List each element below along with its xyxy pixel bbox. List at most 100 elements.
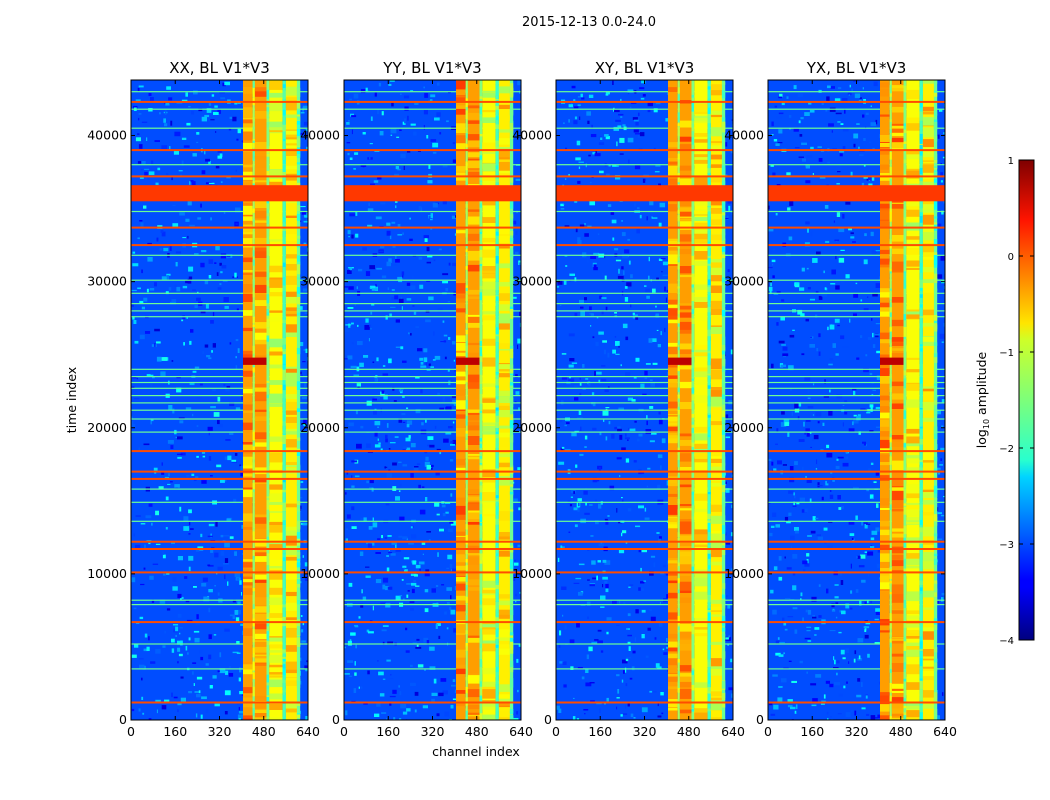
channel-band-texture	[721, 202, 726, 213]
heatmap-speckle	[379, 226, 384, 228]
heatmap-speckle	[405, 447, 411, 452]
channel-band-texture	[479, 438, 483, 442]
channel-band-texture	[266, 656, 270, 662]
heatmap-speckle	[831, 130, 833, 133]
heatmap-speckle	[213, 634, 217, 636]
heatmap-speckle	[217, 396, 221, 402]
heatmap-speckle	[351, 506, 355, 511]
channel-band-texture	[710, 177, 722, 183]
heatmap-speckle	[633, 377, 637, 379]
channel-band-texture	[269, 717, 283, 720]
heatmap-speckle	[414, 466, 419, 469]
heatmap-speckle	[519, 219, 521, 223]
channel-band-texture	[465, 534, 468, 545]
heatmap-speckle	[403, 165, 405, 170]
channel-band-texture	[495, 255, 499, 264]
heatmap-speckle	[238, 710, 244, 714]
channel-band-texture	[243, 718, 253, 720]
heatmap-speckle	[159, 112, 161, 115]
strong-time-band	[668, 357, 692, 365]
channel-band-texture	[691, 111, 695, 116]
channel-band-texture	[254, 574, 267, 580]
channel-band-texture	[296, 287, 301, 294]
channel-band-texture	[269, 569, 283, 580]
heatmap-speckle	[834, 659, 836, 665]
channel-band-texture	[482, 237, 496, 243]
channel-band-texture	[296, 703, 301, 706]
heatmap-speckle	[587, 120, 590, 124]
heatmap-speckle	[374, 421, 381, 426]
heatmap-speckle	[627, 613, 631, 617]
channel-band-texture	[266, 535, 270, 546]
faint-time-row	[556, 488, 733, 490]
heatmap-speckle	[158, 486, 164, 489]
heatmap-speckle	[214, 703, 220, 707]
heatmap-speckle	[172, 223, 179, 228]
heatmap-speckle	[587, 258, 589, 263]
channel-band-texture	[296, 116, 301, 121]
channel-band-texture	[498, 408, 510, 418]
channel-band-texture	[677, 142, 680, 149]
heatmap-speckle	[776, 116, 782, 119]
heatmap-speckle	[730, 149, 733, 154]
channel-band-texture	[285, 86, 297, 96]
channel-band-texture	[677, 340, 680, 345]
channel-band-texture	[285, 132, 297, 138]
heatmap-speckle	[627, 508, 632, 512]
heatmap-speckle	[200, 262, 205, 268]
heatmap-speckle	[852, 421, 854, 426]
heatmap-speckle	[869, 430, 874, 432]
heatmap-speckle	[241, 693, 243, 696]
channel-band-texture	[254, 210, 267, 219]
heatmap-speckle	[212, 675, 217, 679]
heatmap-speckle	[835, 616, 838, 619]
channel-band-texture	[243, 310, 253, 316]
channel-band-texture	[498, 235, 510, 244]
heatmap-speckle	[848, 94, 850, 96]
heatmap-speckle	[406, 583, 412, 585]
heatmap-speckle	[167, 440, 174, 444]
heatmap-speckle	[558, 645, 561, 648]
channel-band-texture	[498, 629, 510, 638]
heatmap-speckle	[643, 580, 646, 582]
heatmap-speckle	[163, 118, 166, 123]
channel-band-texture	[668, 517, 678, 523]
channel-band-texture	[269, 504, 283, 512]
heatmap-speckle	[775, 143, 780, 146]
channel-band-texture	[269, 544, 283, 549]
heatmap-speckle	[303, 220, 308, 223]
heatmap-speckle	[415, 409, 421, 414]
heatmap-speckle	[388, 83, 392, 86]
channel-band-texture	[707, 219, 711, 230]
heatmap-speckle	[730, 349, 733, 355]
heatmap-speckle	[660, 258, 666, 260]
hot-time-row	[556, 470, 733, 473]
heatmap-speckle	[147, 175, 150, 180]
heatmap-speckle	[189, 224, 195, 227]
heatmap-speckle	[155, 699, 161, 703]
faint-time-row	[556, 402, 733, 404]
heatmap-speckle	[648, 275, 650, 280]
channel-band-texture	[482, 117, 496, 121]
channel-band-texture	[710, 154, 722, 160]
heatmap-speckle	[380, 202, 386, 205]
faint-time-row	[556, 395, 733, 397]
channel-band-texture	[479, 115, 483, 121]
heatmap-speckle	[197, 291, 199, 294]
heatmap-speckle	[195, 713, 198, 718]
channel-band-texture	[498, 201, 510, 205]
channel-band-texture	[721, 680, 726, 689]
heatmap-speckle	[624, 437, 630, 440]
y-tick-label: 40000	[87, 128, 127, 143]
channel-band-texture	[282, 216, 286, 222]
heatmap-speckle	[426, 531, 431, 533]
heatmap-speckle	[397, 224, 401, 228]
heatmap-speckle	[173, 150, 179, 155]
heatmap-speckle	[402, 395, 405, 398]
channel-band-texture	[285, 291, 297, 297]
heatmap-speckle	[599, 708, 601, 714]
heatmap-speckle	[633, 129, 639, 133]
heatmap-speckle	[627, 89, 634, 93]
channel-band-texture	[252, 440, 255, 448]
heatmap-speckle	[637, 207, 640, 210]
